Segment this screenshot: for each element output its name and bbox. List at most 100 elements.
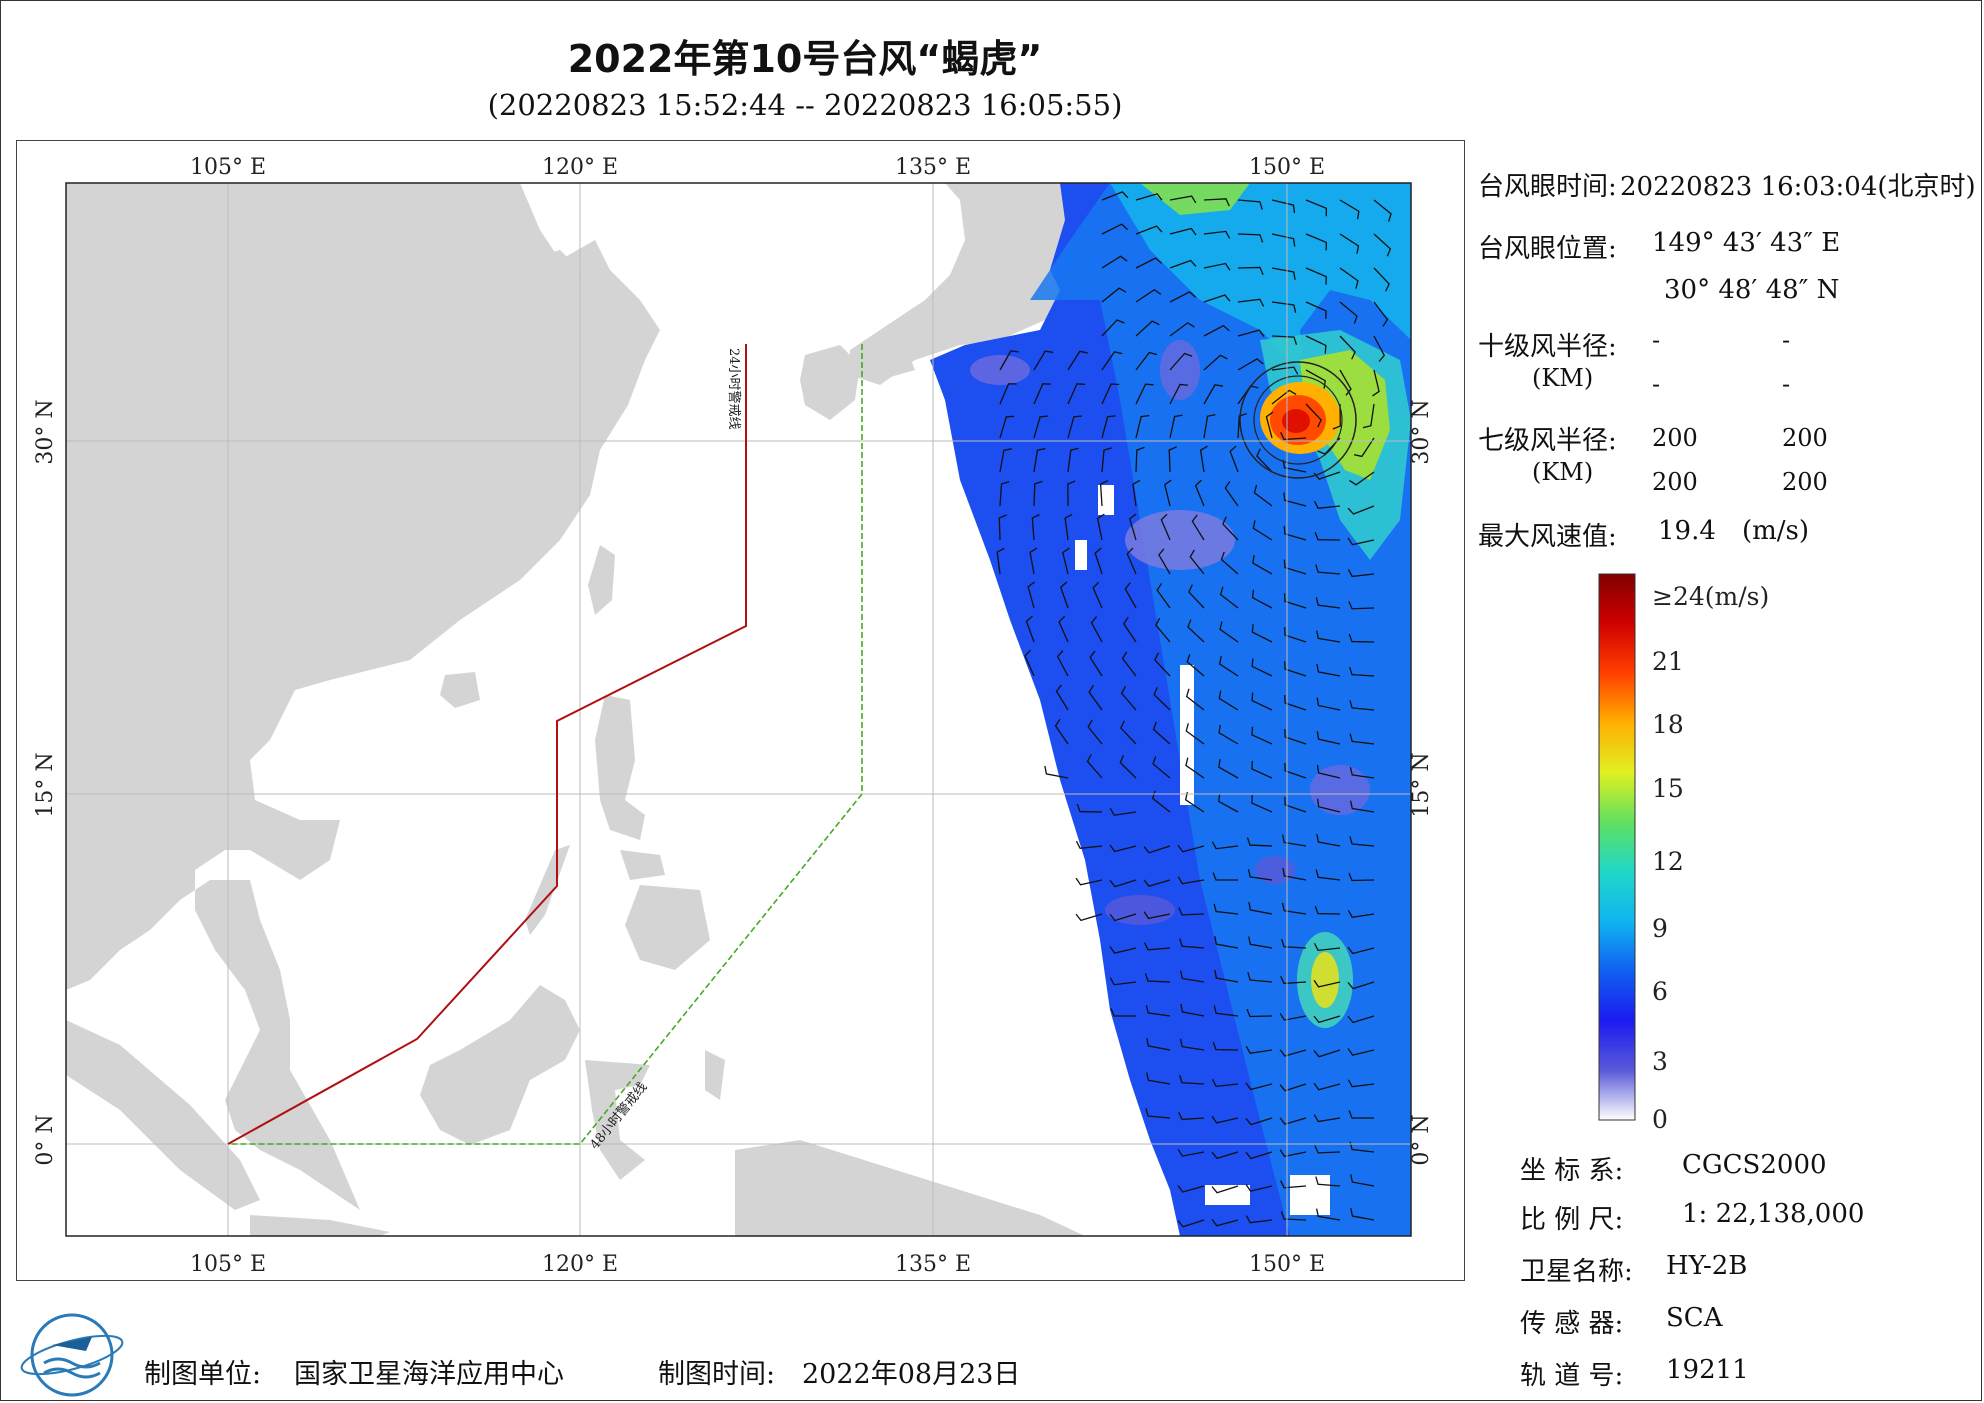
wind-barb xyxy=(1251,692,1273,711)
wind-barb xyxy=(1284,762,1307,779)
lon-label-top-135: 135° E xyxy=(895,155,971,180)
wind-barb xyxy=(1033,350,1054,371)
max-wind-label: 最大风速值: xyxy=(1478,522,1617,552)
scale-value: 1: 22,138,000 xyxy=(1682,1199,1865,1229)
wind-barb xyxy=(1180,1003,1205,1017)
wind-barb xyxy=(1237,358,1264,371)
wind-barb xyxy=(1044,765,1069,779)
colorbar-top-label: ≥24(m/s) xyxy=(1652,582,1769,611)
lat-label-left-15: 15° N xyxy=(33,752,58,817)
wind-barb xyxy=(1169,259,1197,269)
wind-barb xyxy=(1316,798,1341,813)
wind-barb xyxy=(1222,516,1239,541)
wind-barb xyxy=(1280,1211,1307,1221)
wind-barb xyxy=(1119,754,1137,779)
wind-barb xyxy=(1075,877,1103,886)
crs-value: CGCS2000 xyxy=(1682,1150,1827,1180)
wind-barb xyxy=(1184,791,1205,813)
wind-barb xyxy=(1168,446,1177,473)
wind-barb xyxy=(1332,403,1341,430)
wind-barb xyxy=(1059,581,1069,609)
wind-barb xyxy=(1203,413,1216,439)
wind-barb xyxy=(1203,230,1231,239)
map-title: 2022年第10号台风“蝎虎” xyxy=(567,37,1043,81)
wind-barb xyxy=(1075,840,1103,850)
wind-barb xyxy=(1110,1008,1137,1017)
wind-barb xyxy=(1284,796,1307,813)
lon-label-bottom-135: 135° E xyxy=(895,1252,971,1277)
wind-barb xyxy=(1185,757,1205,779)
wind-barb xyxy=(1122,616,1137,643)
wind-barb xyxy=(1348,872,1375,882)
wind-barb xyxy=(1151,790,1171,813)
wind-barb xyxy=(1101,223,1129,235)
colorbar-tick-18: 18 xyxy=(1652,710,1684,739)
wind-barb xyxy=(1109,879,1137,888)
wind-barb xyxy=(1271,389,1297,405)
wind-barb xyxy=(1156,583,1171,609)
colorbar-tick-0: 0 xyxy=(1652,1105,1668,1134)
wind-barb xyxy=(1316,834,1341,847)
wind-barb xyxy=(1177,1185,1205,1193)
wind-barb xyxy=(1349,471,1375,486)
wind-barb xyxy=(1101,255,1128,269)
wind-barb xyxy=(1056,650,1069,677)
wind-barb xyxy=(1279,1180,1307,1189)
wind-barb xyxy=(1281,834,1307,847)
wind-barb xyxy=(1058,615,1069,643)
colorbar-tick-12: 12 xyxy=(1652,847,1684,876)
wind-barb xyxy=(1347,537,1375,546)
wind-barb xyxy=(1373,335,1386,362)
lon-label-bottom-105: 105° E xyxy=(190,1252,266,1277)
wind-barb xyxy=(1214,936,1239,949)
wind-barb xyxy=(1313,1082,1341,1091)
crs-label: 坐 标 系: xyxy=(1520,1156,1624,1186)
wind-barb xyxy=(1280,431,1307,441)
wind-barb xyxy=(1373,301,1389,327)
wind-barb xyxy=(1349,800,1375,813)
lon-label-top-150: 150° E xyxy=(1249,155,1325,180)
wind-barb xyxy=(1305,199,1328,217)
wind-barb xyxy=(1313,500,1341,509)
colorbar-tick-6: 6 xyxy=(1652,977,1668,1006)
wind-barb xyxy=(1305,301,1327,319)
max-wind-value: 19.4 xyxy=(1658,516,1716,546)
wind-barb xyxy=(1124,582,1137,609)
wind-barb xyxy=(1314,905,1341,915)
wind-barb xyxy=(1101,383,1120,405)
wind-barb xyxy=(1347,1048,1375,1056)
visayas xyxy=(620,850,665,880)
wind-barb xyxy=(1135,446,1145,473)
wind-barb xyxy=(1251,658,1273,677)
wind-barb xyxy=(1237,266,1264,276)
wind-barb xyxy=(1135,193,1163,201)
wind-barb xyxy=(1029,547,1038,575)
wind-barb xyxy=(1169,227,1197,236)
wind-barb xyxy=(1135,414,1150,439)
wind-barb xyxy=(1031,514,1040,541)
eye-time-value: 20220823 16:03:04(北京时) xyxy=(1620,172,1976,202)
wind-barb xyxy=(996,547,1005,575)
wind-barb xyxy=(1177,1219,1205,1228)
wind-barb xyxy=(1348,633,1375,643)
wind-barb xyxy=(1350,1174,1375,1187)
colorbar-tick-3: 3 xyxy=(1652,1047,1668,1076)
wind-barb xyxy=(999,383,1017,405)
wind-barb xyxy=(1160,513,1171,541)
wind-barb xyxy=(1315,1208,1341,1221)
wind-barb xyxy=(1054,718,1069,745)
sensor-label: 传 感 器: xyxy=(1520,1309,1624,1339)
warning-label-24h: 24小时警戒线 xyxy=(726,348,742,430)
wind-barb xyxy=(1143,911,1171,920)
wind-barb xyxy=(1313,1049,1341,1058)
sumatra xyxy=(66,1020,260,1210)
wind-barb xyxy=(1067,415,1082,439)
wind-barb xyxy=(1203,262,1231,271)
wind-barb xyxy=(1219,586,1239,609)
satellite-label: 卫星名称: xyxy=(1520,1257,1633,1287)
wind-barb xyxy=(1126,547,1137,575)
wind-barb xyxy=(1033,447,1046,473)
wind-barb xyxy=(1179,970,1205,983)
wind-barb xyxy=(1283,525,1307,541)
